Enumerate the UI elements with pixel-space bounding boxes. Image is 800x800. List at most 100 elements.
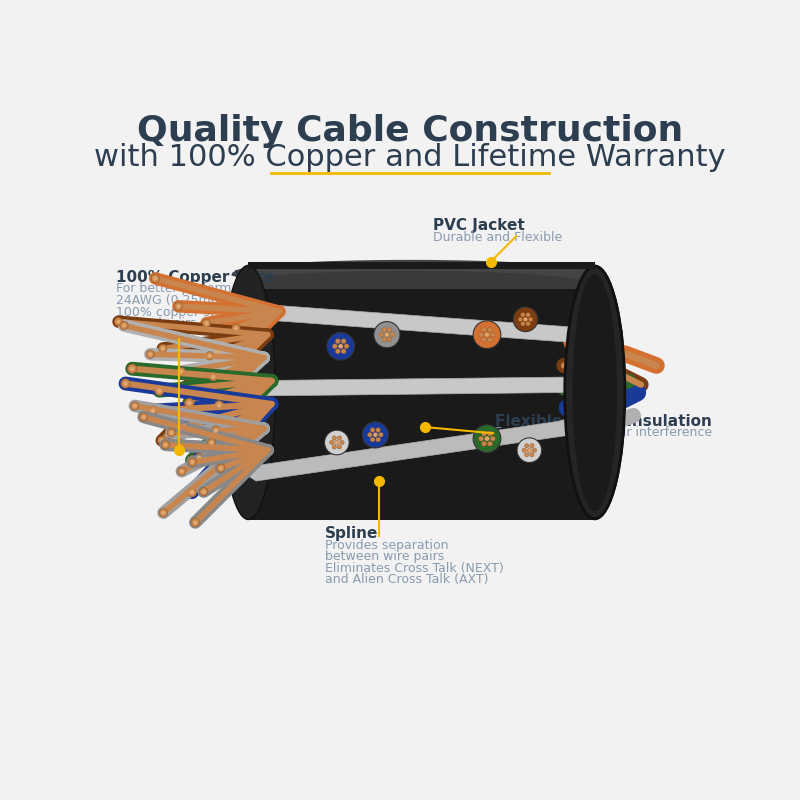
Text: Provides separation: Provides separation — [326, 539, 449, 552]
Ellipse shape — [160, 438, 164, 442]
Ellipse shape — [338, 436, 342, 440]
Ellipse shape — [485, 436, 490, 441]
Ellipse shape — [335, 338, 340, 344]
Ellipse shape — [120, 322, 128, 330]
Ellipse shape — [179, 422, 189, 431]
Ellipse shape — [234, 326, 238, 330]
Ellipse shape — [376, 428, 380, 432]
Ellipse shape — [370, 438, 375, 442]
Ellipse shape — [523, 317, 528, 322]
Ellipse shape — [487, 431, 492, 436]
Polygon shape — [210, 419, 572, 481]
Text: Durable and Flexible: Durable and Flexible — [433, 231, 562, 244]
Ellipse shape — [485, 332, 490, 337]
Ellipse shape — [333, 344, 338, 349]
Ellipse shape — [218, 466, 223, 470]
Ellipse shape — [529, 317, 533, 322]
Ellipse shape — [344, 344, 349, 349]
Ellipse shape — [530, 453, 534, 457]
Ellipse shape — [211, 374, 215, 379]
Ellipse shape — [158, 436, 166, 445]
Ellipse shape — [376, 438, 380, 442]
Ellipse shape — [130, 366, 134, 371]
Ellipse shape — [151, 274, 159, 282]
Ellipse shape — [180, 470, 184, 474]
Ellipse shape — [521, 313, 525, 317]
Text: with 100% Copper and Lifetime Warranty: with 100% Copper and Lifetime Warranty — [94, 143, 726, 172]
Ellipse shape — [525, 453, 529, 457]
Ellipse shape — [204, 378, 212, 387]
Ellipse shape — [487, 327, 492, 332]
Text: For better performance: For better performance — [116, 282, 262, 295]
Ellipse shape — [127, 364, 137, 374]
Ellipse shape — [325, 430, 349, 455]
Text: 100% copper stranded wire: 100% copper stranded wire — [116, 306, 290, 318]
Ellipse shape — [387, 328, 392, 332]
Ellipse shape — [379, 333, 384, 337]
Ellipse shape — [341, 349, 346, 354]
Ellipse shape — [338, 445, 342, 449]
Ellipse shape — [526, 322, 530, 326]
Ellipse shape — [214, 401, 224, 410]
Ellipse shape — [335, 349, 340, 354]
Ellipse shape — [199, 427, 204, 432]
Ellipse shape — [122, 323, 126, 328]
Ellipse shape — [211, 426, 221, 435]
Ellipse shape — [190, 490, 194, 494]
Ellipse shape — [334, 440, 339, 445]
Ellipse shape — [217, 464, 225, 472]
Ellipse shape — [473, 425, 501, 453]
Ellipse shape — [158, 344, 167, 353]
Ellipse shape — [214, 428, 218, 433]
FancyBboxPatch shape — [248, 262, 594, 270]
Ellipse shape — [522, 448, 526, 452]
Ellipse shape — [130, 402, 139, 410]
Ellipse shape — [161, 346, 165, 350]
Text: Spline: Spline — [326, 526, 378, 541]
Ellipse shape — [573, 274, 617, 511]
Ellipse shape — [332, 436, 337, 440]
Ellipse shape — [478, 436, 484, 441]
Ellipse shape — [174, 387, 182, 395]
Ellipse shape — [517, 438, 542, 462]
Text: 24AWG (0.25mm2): 24AWG (0.25mm2) — [116, 294, 235, 307]
FancyBboxPatch shape — [248, 266, 594, 519]
Ellipse shape — [382, 328, 386, 332]
Ellipse shape — [473, 321, 501, 349]
Text: PVC Jacket: PVC Jacket — [433, 218, 525, 233]
Ellipse shape — [187, 456, 197, 465]
Ellipse shape — [478, 332, 484, 337]
Ellipse shape — [513, 307, 538, 332]
FancyBboxPatch shape — [248, 266, 594, 289]
Ellipse shape — [487, 442, 492, 446]
Ellipse shape — [148, 406, 158, 415]
Ellipse shape — [373, 433, 378, 437]
Ellipse shape — [565, 266, 625, 518]
Ellipse shape — [190, 460, 194, 464]
Ellipse shape — [188, 458, 197, 466]
Text: Flexible HD-PE Insulation: Flexible HD-PE Insulation — [494, 414, 711, 429]
Ellipse shape — [146, 350, 154, 358]
Ellipse shape — [209, 373, 218, 381]
Ellipse shape — [521, 322, 525, 326]
Ellipse shape — [148, 352, 152, 356]
Ellipse shape — [332, 445, 337, 449]
Ellipse shape — [185, 398, 194, 407]
Ellipse shape — [232, 324, 240, 332]
Ellipse shape — [197, 456, 202, 460]
Ellipse shape — [340, 440, 344, 445]
Ellipse shape — [385, 333, 389, 337]
Ellipse shape — [170, 430, 174, 434]
Ellipse shape — [217, 403, 222, 408]
Ellipse shape — [378, 433, 383, 437]
Ellipse shape — [155, 386, 164, 395]
Text: between wire pairs: between wire pairs — [326, 550, 445, 563]
Ellipse shape — [367, 433, 372, 437]
Ellipse shape — [194, 454, 204, 462]
Ellipse shape — [189, 398, 197, 406]
Ellipse shape — [532, 448, 537, 452]
Ellipse shape — [190, 400, 194, 404]
Ellipse shape — [133, 404, 137, 408]
Ellipse shape — [157, 388, 162, 393]
Ellipse shape — [382, 337, 386, 342]
